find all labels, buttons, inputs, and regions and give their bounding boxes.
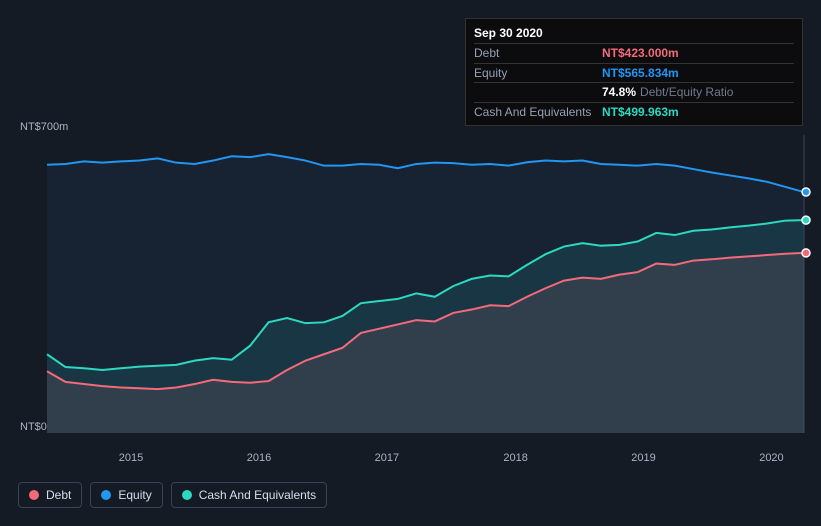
legend-item-equity[interactable]: Equity [90,482,162,508]
x-axis-label: 2019 [631,452,655,464]
legend-swatch [182,490,192,500]
y-axis-label: NT$700m [20,121,68,133]
tooltip-row: EquityNT$565.834m [474,64,794,83]
tooltip-value: NT$499.963m [602,105,679,119]
series-end-dot-cash [802,216,810,224]
tooltip-label [474,85,602,99]
legend-item-debt[interactable]: Debt [18,482,82,508]
chart-tooltip: Sep 30 2020 DebtNT$423.000mEquityNT$565.… [465,18,803,126]
tooltip-label: Equity [474,66,602,80]
tooltip-value: 74.8%Debt/Equity Ratio [602,85,733,99]
y-axis-label: NT$0 [20,421,47,433]
legend: Debt Equity Cash And Equivalents [18,482,327,508]
series-end-dot-equity [802,188,810,196]
tooltip-date: Sep 30 2020 [474,23,794,44]
legend-label: Equity [118,488,151,502]
legend-label: Cash And Equivalents [199,488,316,502]
tooltip-row: DebtNT$423.000m [474,44,794,63]
series-end-dot-debt [802,249,810,257]
debt-equity-chart: Sep 30 2020 DebtNT$423.000mEquityNT$565.… [0,0,821,526]
tooltip-label: Debt [474,46,602,60]
x-axis-label: 2015 [119,452,143,464]
x-axis-label: 2018 [503,452,527,464]
tooltip-value: NT$423.000m [602,46,679,60]
tooltip-row: 74.8%Debt/Equity Ratio [474,83,794,102]
tooltip-row: Cash And EquivalentsNT$499.963m [474,103,794,121]
tooltip-label: Cash And Equivalents [474,105,602,119]
tooltip-value: NT$565.834m [602,66,679,80]
legend-swatch [101,490,111,500]
legend-label: Debt [46,488,71,502]
x-axis-label: 2017 [375,452,399,464]
x-axis-label: 2020 [759,452,783,464]
x-axis-label: 2016 [247,452,271,464]
legend-swatch [29,490,39,500]
legend-item-cash[interactable]: Cash And Equivalents [171,482,327,508]
